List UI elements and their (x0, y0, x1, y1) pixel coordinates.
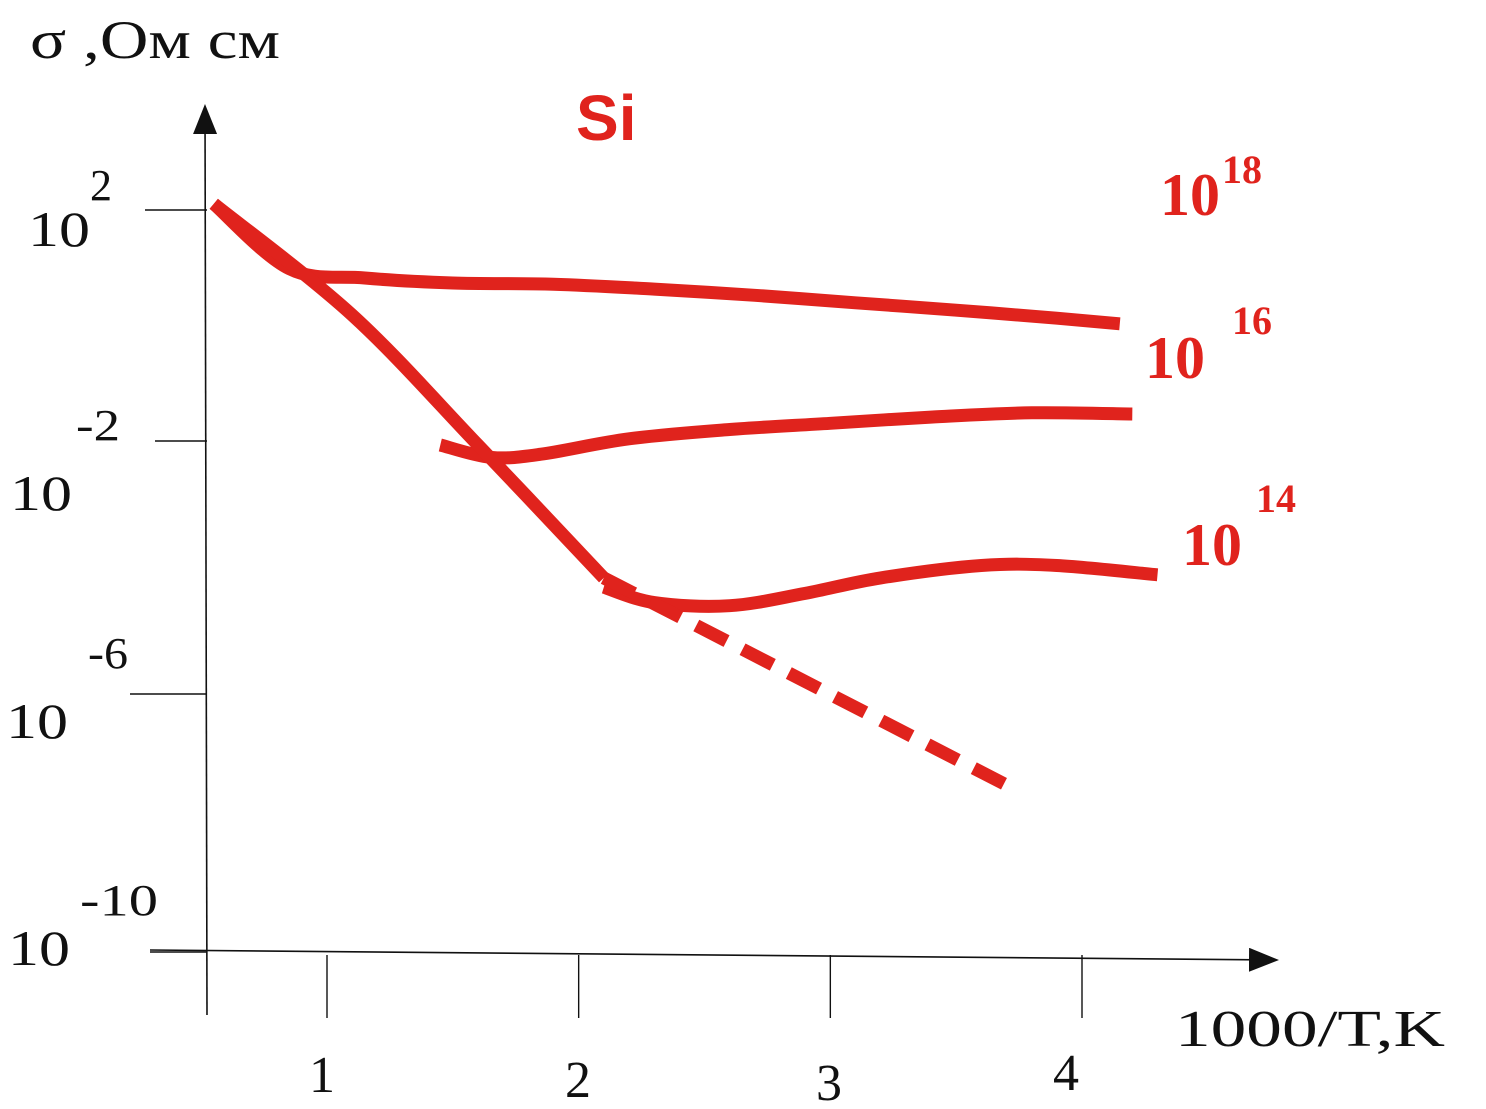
series-line-10-16 (438, 406, 1133, 465)
svg-text:10: 10 (28, 201, 90, 257)
svg-text:-10: -10 (80, 876, 158, 925)
svg-text:16: 16 (1232, 298, 1272, 343)
x-tick-lines (326, 955, 1083, 1018)
y-tick-label-2: 10 -6 (6, 629, 128, 749)
svg-text:10: 10 (1145, 325, 1205, 391)
svg-text:10: 10 (6, 693, 68, 749)
series-line-10-18 (209, 198, 1121, 331)
svg-text:-2: -2 (76, 401, 120, 450)
series-label-18: 10 18 (1160, 147, 1262, 228)
series-label-16: 10 16 (1145, 298, 1272, 391)
y-axis (193, 104, 218, 1016)
x-tick-label-0: 1 (309, 1047, 335, 1104)
series-line-10-14 (601, 557, 1159, 613)
x-tick-label-2: 3 (816, 1055, 842, 1109)
svg-text:10: 10 (1182, 512, 1242, 578)
y-axis-label: σ ,Ом см (30, 10, 280, 70)
y-tick-label-3: 10 -10 (8, 876, 158, 976)
x-axis (149, 947, 1279, 972)
series-layer (209, 198, 1159, 791)
series-line-intrinsic-extrapolation (600, 572, 1010, 791)
svg-text:10: 10 (1160, 162, 1220, 228)
svg-text:10: 10 (10, 465, 72, 521)
series-label-14: 10 14 (1182, 476, 1296, 578)
svg-text:10: 10 (8, 920, 70, 976)
y-tick-label-1: 10 -2 (10, 401, 120, 521)
svg-text:-6: -6 (88, 629, 128, 678)
x-tick-label-1: 2 (565, 1052, 591, 1109)
x-axis-label: 1000/T,K (1175, 1001, 1446, 1058)
svg-text:18: 18 (1222, 147, 1262, 192)
x-tick-label-3: 4 (1053, 1045, 1079, 1102)
chart-title: Si (576, 82, 636, 154)
svg-text:2: 2 (90, 161, 112, 210)
y-tick-label-0: 10 2 (28, 161, 112, 257)
svg-text:14: 14 (1256, 476, 1296, 521)
y-tick-lines (130, 209, 207, 953)
series-line-intrinsic (209, 198, 609, 583)
